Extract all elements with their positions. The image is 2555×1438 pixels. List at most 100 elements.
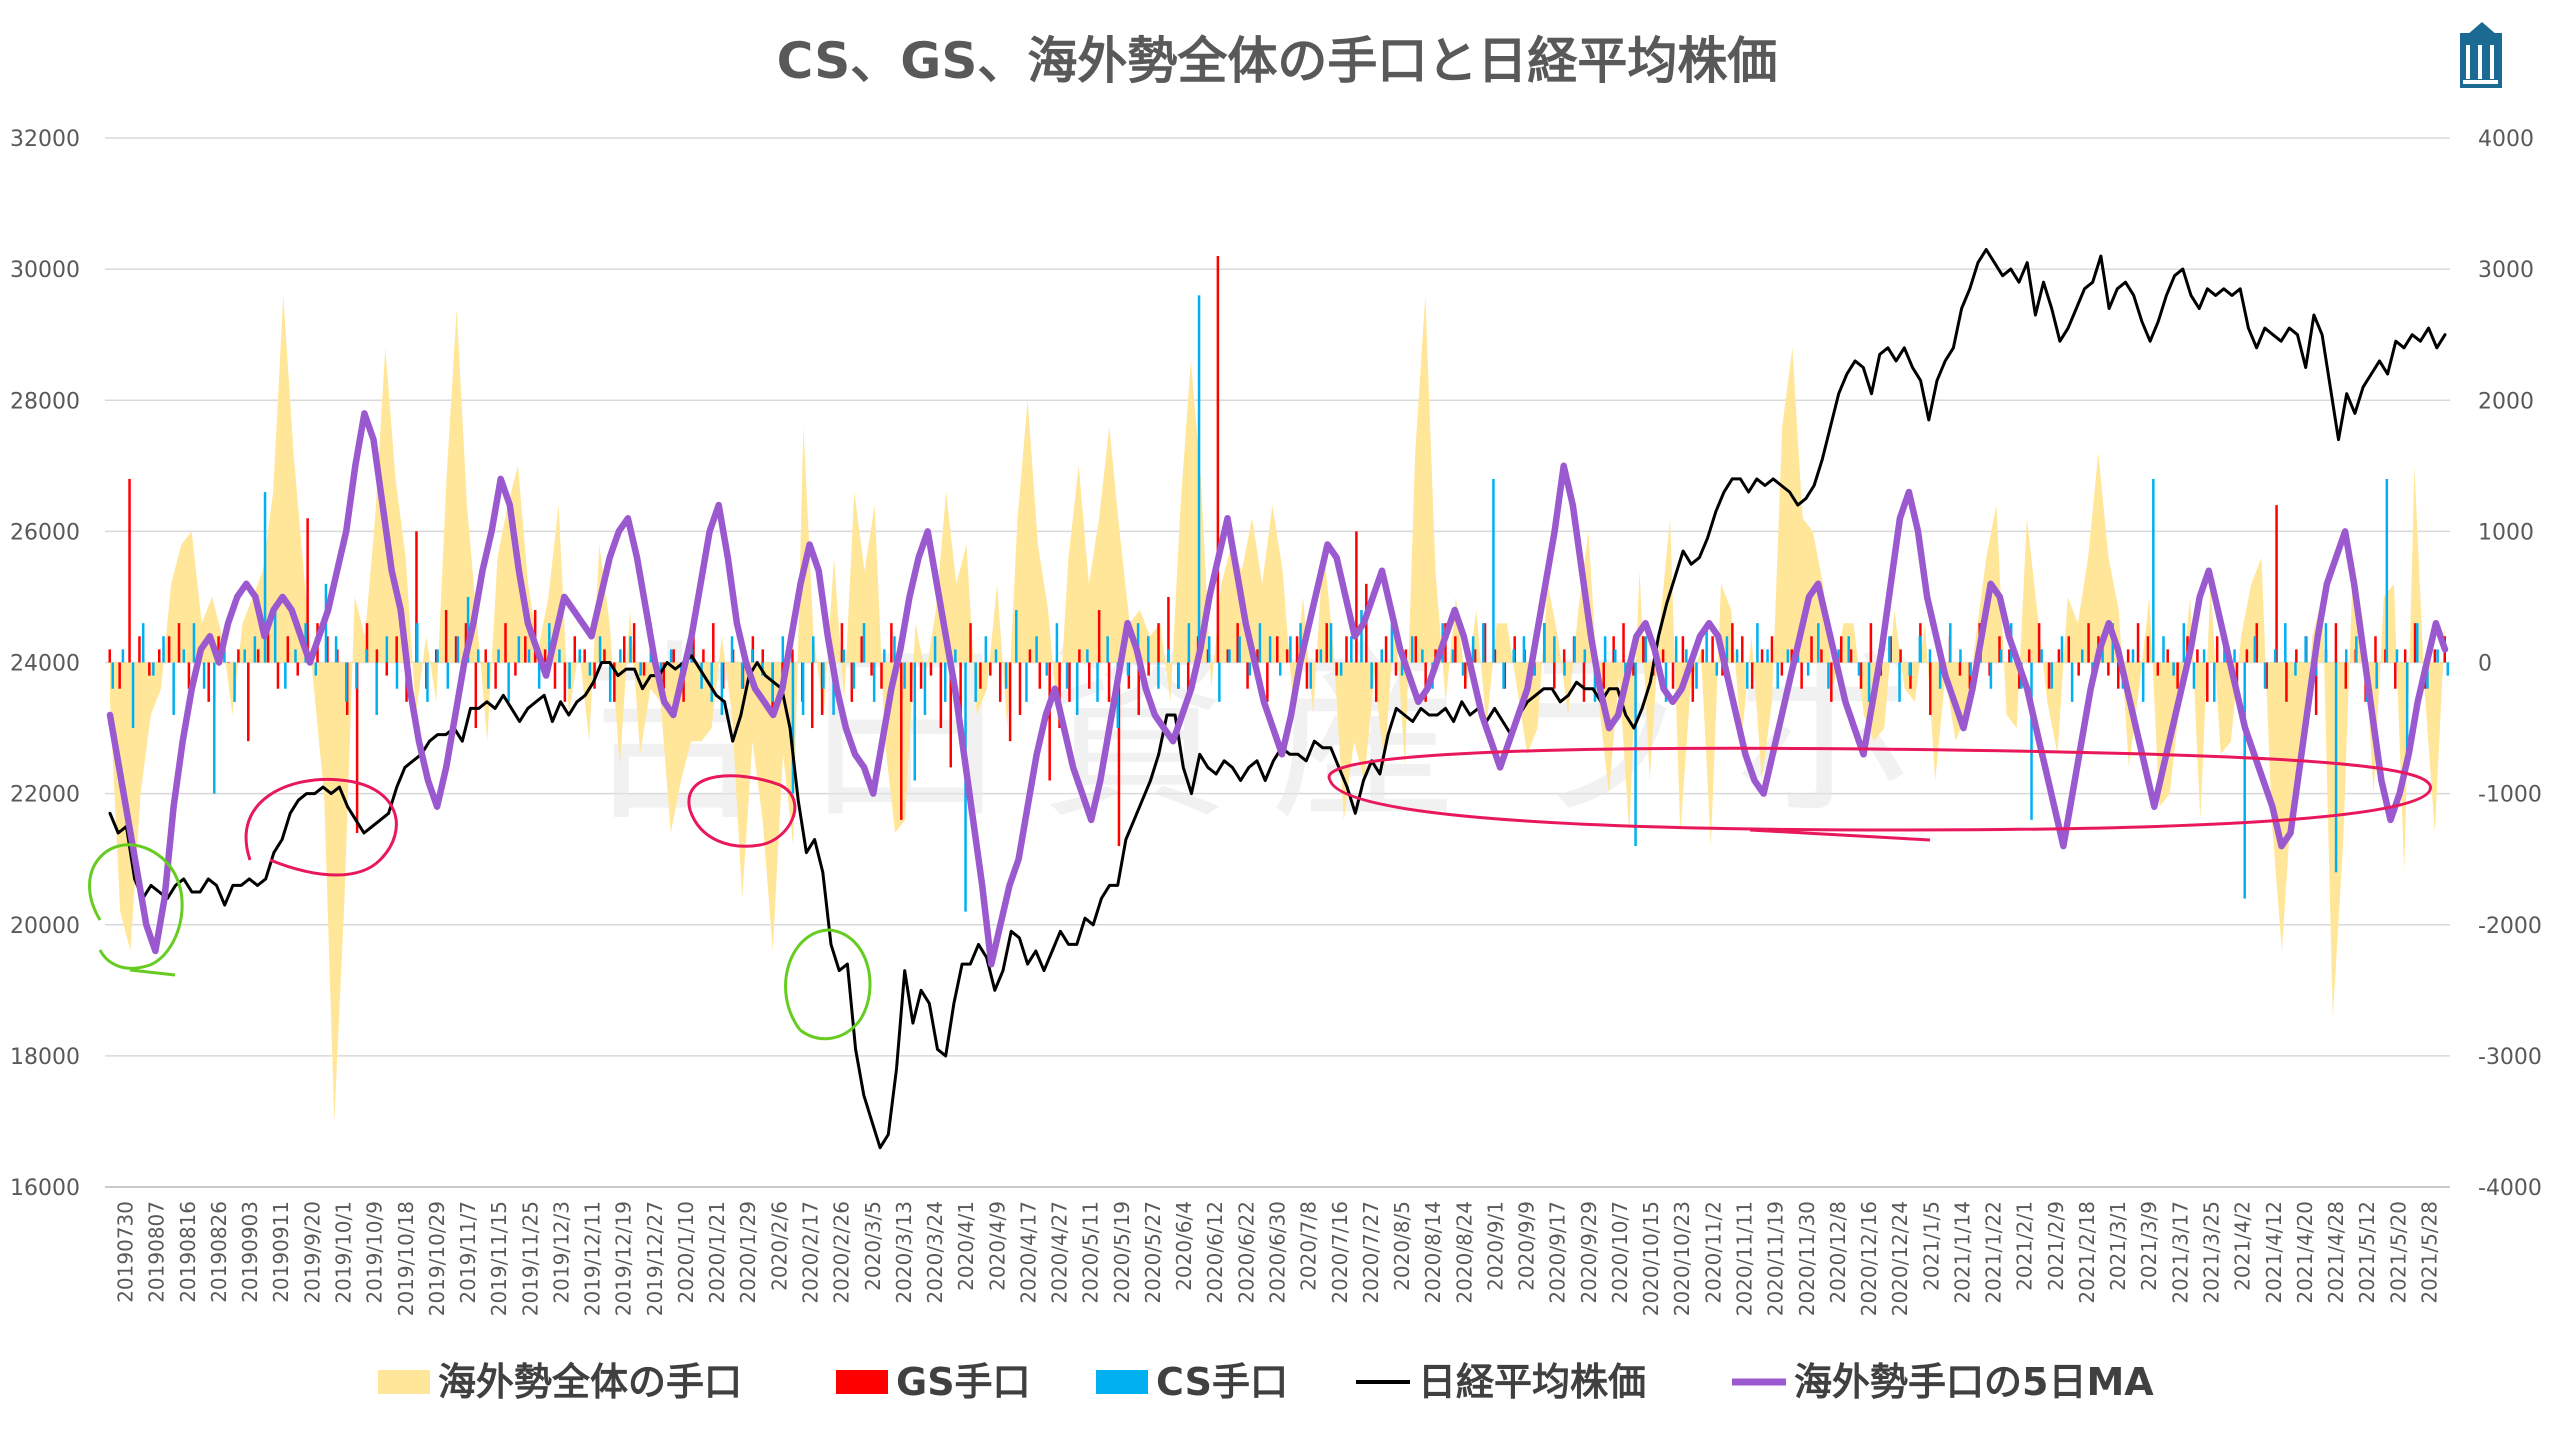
gs-bar — [1988, 662, 1991, 676]
gs-bar — [791, 649, 794, 663]
cs-bar — [507, 662, 510, 702]
cs-bar — [1695, 662, 1698, 689]
gs-bar — [712, 623, 715, 663]
y-right-tick-label: -3000 — [2478, 1045, 2542, 1070]
gs-bar — [959, 662, 962, 715]
cs-bar — [1999, 649, 2003, 663]
x-tick-label: 2019/10/18 — [394, 1201, 418, 1316]
gs-bar — [1295, 636, 1299, 663]
cs-bar — [1583, 649, 1587, 663]
cs-bar — [121, 649, 125, 663]
y-left-tick-label: 24000 — [10, 652, 80, 677]
cs-bar — [1756, 623, 1759, 663]
x-tick-label: 2019/12/11 — [581, 1201, 605, 1316]
cs-bar — [1512, 649, 1515, 663]
cs-bar — [1827, 662, 1830, 689]
gs-bar — [890, 623, 893, 663]
gs-bar — [2176, 662, 2179, 689]
cs-bar — [487, 662, 490, 689]
cs-bar — [619, 649, 622, 663]
cs-bar — [1563, 662, 1566, 676]
x-tick-label: 2020/11/30 — [1795, 1201, 1819, 1316]
gs-bar — [1454, 636, 1457, 663]
gs-bar — [247, 662, 250, 742]
gs-bar — [2107, 662, 2110, 676]
legend-swatch-gs — [836, 1370, 888, 1394]
cs-bar — [263, 492, 267, 663]
gs-bar — [2384, 649, 2387, 663]
gs-bar — [2116, 662, 2120, 689]
cs-bar — [852, 662, 856, 689]
y-axis-left: 16000 18000 20000 22000 24000 26000 28000 30000… — [10, 127, 80, 1201]
gs-bar — [1107, 662, 1111, 702]
cs-bar — [2273, 649, 2277, 663]
x-tick-label: 2020/5/19 — [1110, 1201, 1134, 1304]
cs-bar — [1624, 662, 1627, 676]
gs-bar — [157, 649, 161, 663]
gs-bar — [1028, 649, 1032, 663]
cs-bar — [537, 662, 541, 689]
x-tick-label: 2020/11/11 — [1733, 1201, 1757, 1316]
cs-bar — [1339, 662, 1343, 676]
x-tick-label: 2021/1/14 — [1950, 1201, 1974, 1304]
x-tick-label: 2020/1/29 — [736, 1201, 760, 1304]
cs-bar — [2152, 478, 2155, 663]
x-tick-label: 2020/5/27 — [1141, 1201, 1165, 1304]
cs-bar — [1573, 636, 1576, 663]
cs-bar — [365, 649, 368, 663]
legend-item-cs: CS手口 — [1096, 1360, 1288, 1404]
cs-bar — [456, 636, 460, 663]
cs-bar — [2182, 623, 2186, 663]
gs-bar — [454, 636, 458, 663]
cs-bar — [608, 662, 612, 702]
gs-bar — [1711, 636, 1714, 663]
x-tick-label: 2021/1/22 — [1982, 1201, 2006, 1304]
cs-bar — [1025, 662, 1028, 702]
x-tick-label: 2021/3/25 — [2200, 1201, 2224, 1304]
cs-bar — [872, 662, 876, 702]
x-tick-label: 2021/3/9 — [2137, 1201, 2161, 1291]
gs-bar — [1622, 623, 1625, 663]
gs-bar — [1820, 649, 1823, 663]
gs-bar — [672, 649, 675, 663]
x-tick-label: 20190816 — [176, 1201, 200, 1303]
gs-bar — [2245, 649, 2249, 663]
gs-bar — [613, 662, 616, 702]
x-tick-label: 2020/9/9 — [1515, 1201, 1539, 1291]
y-left-tick-label: 28000 — [10, 389, 80, 414]
gs-bar — [1929, 662, 1932, 715]
gs-bar — [2136, 623, 2140, 663]
cs-bar — [598, 636, 602, 663]
x-tick-label: 2020/4/9 — [985, 1201, 1009, 1291]
cs-bar — [2172, 662, 2175, 676]
x-tick-label: 2019/10/1 — [332, 1201, 356, 1304]
gs-bar — [1632, 662, 1635, 676]
x-tick-label: 2020/11/19 — [1764, 1201, 1788, 1316]
cs-bar — [1634, 662, 1637, 847]
gs-bar — [177, 623, 181, 663]
gs-bar — [1384, 636, 1388, 663]
series-cs — [111, 295, 2449, 912]
gs-bar — [1691, 662, 1695, 702]
x-tick-label: 2020/3/24 — [923, 1201, 947, 1304]
gs-bar — [1463, 662, 1467, 689]
gs-bar — [2265, 662, 2268, 689]
cs-bar — [568, 662, 571, 689]
gs-bar — [1830, 662, 1833, 702]
cs-bar — [202, 662, 206, 689]
gs-bar — [1612, 636, 1615, 663]
gs-bar — [1305, 662, 1309, 689]
cs-bar — [578, 649, 581, 663]
gs-bar — [989, 662, 992, 676]
gs-bar — [1790, 649, 1793, 663]
cs-bar — [913, 662, 917, 781]
cs-bar — [314, 662, 318, 676]
cs-bar — [700, 662, 703, 689]
gs-bar — [1078, 649, 1081, 663]
cs-bar — [588, 662, 592, 676]
annotation-green-circle-1 — [88, 843, 184, 977]
gs-bar — [563, 662, 567, 702]
x-tick-label: 2020/4/27 — [1048, 1201, 1072, 1304]
gs-bar — [840, 623, 844, 663]
gs-bar — [514, 662, 517, 676]
